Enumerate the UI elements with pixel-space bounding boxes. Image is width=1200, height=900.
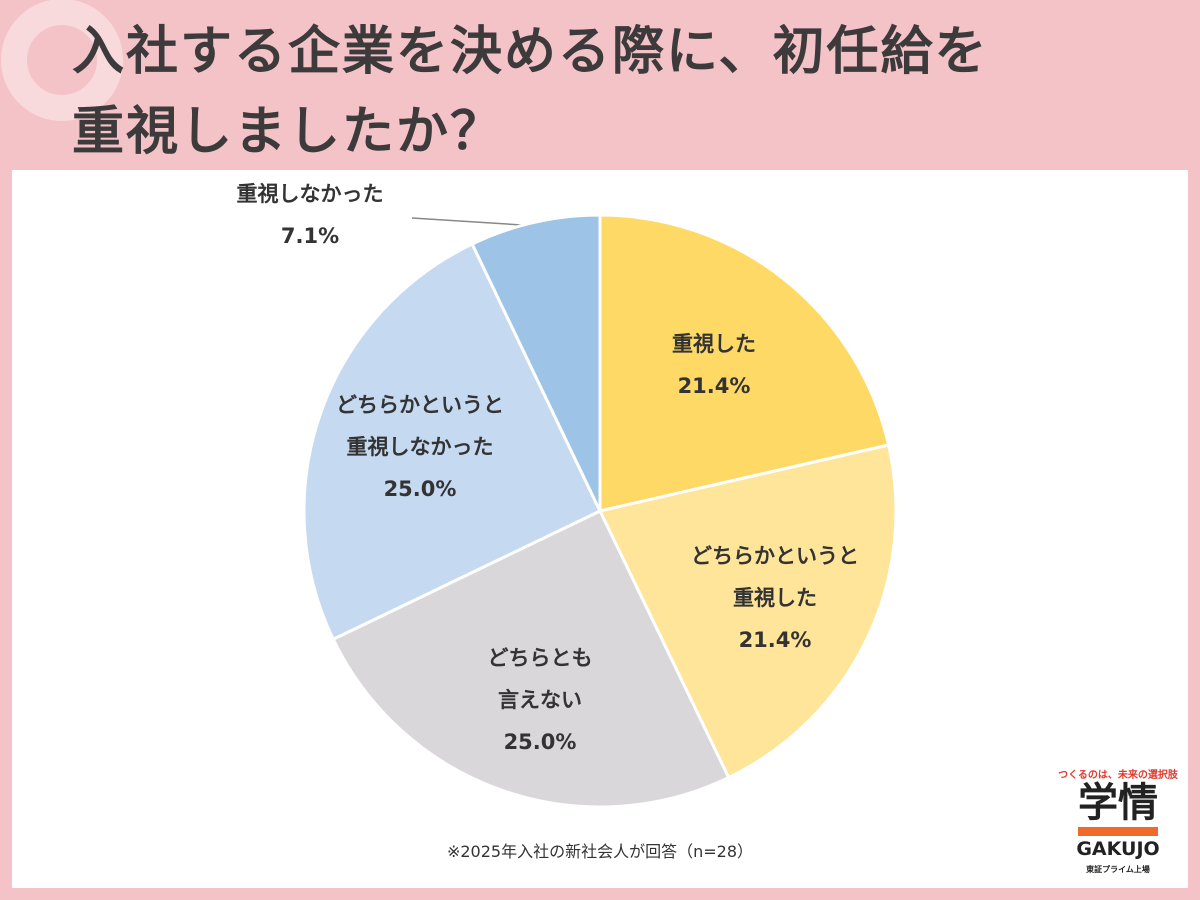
slice-name: 重視しなかった: [236, 182, 384, 206]
slice-name: 重視した: [672, 332, 756, 356]
slice-value: 25.0%: [503, 730, 577, 754]
slice-name: どちらかというと 重視しなかった: [336, 393, 504, 459]
slice-value: 21.4%: [677, 374, 751, 398]
slice-value: 7.1%: [280, 224, 340, 248]
logo-listing: 東証プライム上場: [1086, 865, 1150, 874]
decoration: [1, 0, 123, 121]
logo-tagline: つくるのは、未来の選択肢: [1058, 770, 1178, 781]
slice-label: どちらとも 言えない 25.0%: [488, 637, 593, 763]
slice-name: どちらかというと 重視した: [691, 544, 859, 610]
slice-value: 25.0%: [383, 477, 457, 501]
logo-name: 学情: [1078, 780, 1158, 826]
title: 入社する企業を決める際に、初任給を 重視しましたか？: [72, 12, 988, 172]
pie-slice: [470, 213, 602, 512]
slice-label: どちらかというと 重視した 21.4%: [691, 535, 859, 661]
leader-line: [411, 217, 539, 227]
slice-value: 21.4%: [738, 628, 812, 652]
footnote: ※2025年入社の新社会人が回答（n=28）: [446, 842, 754, 861]
slice-name: どちらとも 言えない: [487, 646, 593, 712]
pie-slice: [331, 508, 731, 809]
pie-slice: [597, 443, 898, 780]
pie-slice: [598, 213, 891, 513]
logo-roman: GAKUJO: [1076, 838, 1160, 860]
title-line: 重視しましたか？: [72, 102, 505, 162]
slice-label: 重視した 21.4%: [672, 323, 756, 407]
title-line: 入社する企業を決める際に、初任給を: [72, 22, 989, 82]
logo-bar: [1078, 827, 1158, 836]
slice-label: 重視しなかった 7.1%: [237, 173, 384, 257]
pie-slice: [302, 242, 602, 642]
slice-label: どちらかというと 重視しなかった 25.0%: [336, 384, 504, 510]
